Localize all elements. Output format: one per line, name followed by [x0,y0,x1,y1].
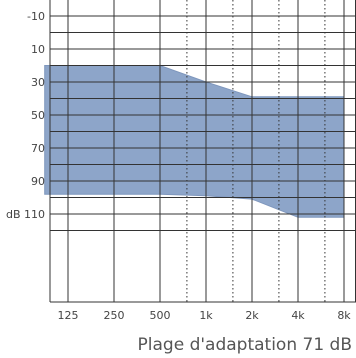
fitting-range-caption: Plage d'adaptation 71 dB [138,335,352,355]
y-tick-label: 10 [31,43,45,56]
x-tick-label: 250 [104,309,125,322]
fitting-range-area [44,65,345,218]
y-tick-label: dB 110 [6,208,45,221]
y-axis-labels: -10 10 30 50 70 90 dB 110 [6,10,45,221]
x-tick-label: 4k [291,309,305,322]
x-tick-label: 1k [199,309,213,322]
y-tick-label: -10 [27,10,45,23]
x-axis-labels: 125 250 500 1k 2k 4k 8k [58,309,352,322]
y-tick-label: 90 [31,175,45,188]
fitting-range-area-layer [44,65,345,218]
x-tick-label: 2k [245,309,259,322]
x-tick-label: 8k [337,309,351,322]
x-tick-label: 500 [150,309,171,322]
grid-layer [49,0,356,303]
y-tick-label: 50 [31,109,45,122]
y-tick-label: 30 [31,76,45,89]
y-tick-label: 70 [31,142,45,155]
x-tick-label: 125 [58,309,79,322]
